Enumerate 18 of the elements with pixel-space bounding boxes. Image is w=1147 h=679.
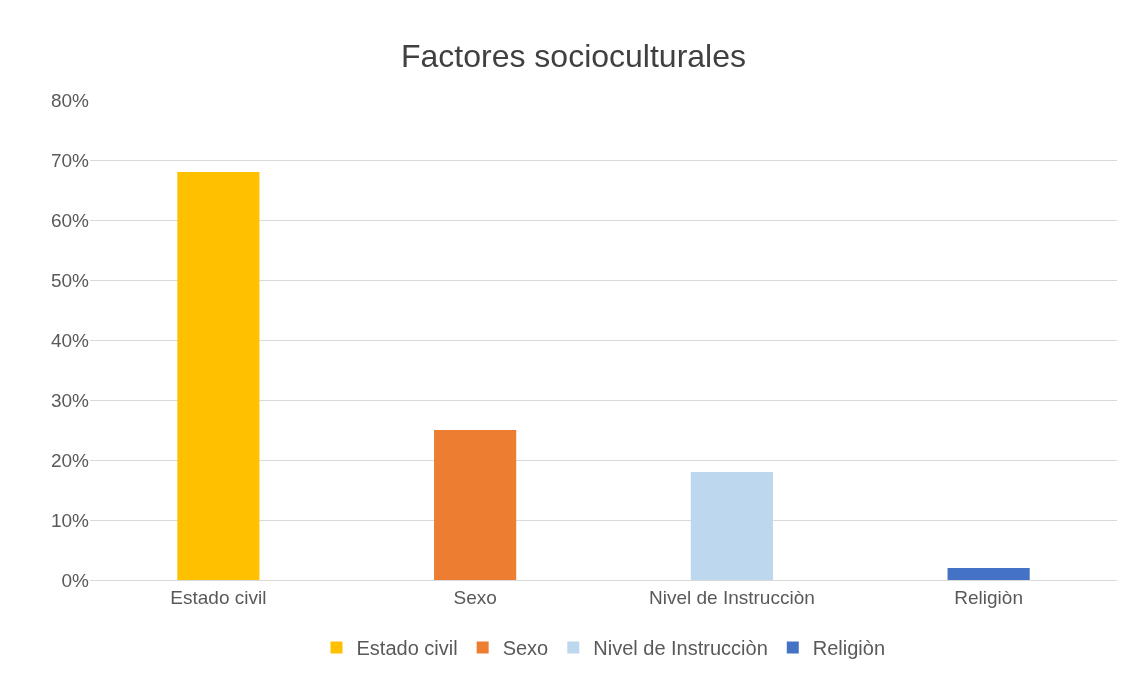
y-tick-label: 30% bbox=[50, 389, 90, 411]
y-tick-label: 60% bbox=[50, 209, 90, 231]
chart-title: Factores socioculturales bbox=[400, 37, 747, 74]
legend-label: Religiòn bbox=[812, 637, 886, 660]
x-tick-label: Religiòn bbox=[954, 586, 1023, 608]
legend-label: Nivel de Instrucciòn bbox=[593, 637, 768, 660]
x-tick-label: Estado civil bbox=[170, 586, 267, 608]
x-tick-label: Nivel de Instrucciòn bbox=[648, 586, 815, 608]
y-tick-label: 20% bbox=[50, 449, 90, 471]
legend-label: Estado civil bbox=[356, 637, 458, 660]
y-tick-label: 0% bbox=[61, 569, 90, 591]
y-tick-label: 50% bbox=[50, 269, 90, 291]
legend-label: Sexo bbox=[502, 637, 549, 660]
y-tick-label: 10% bbox=[50, 509, 90, 531]
x-tick-label: Sexo bbox=[453, 586, 497, 608]
y-tick-label: 70% bbox=[50, 149, 90, 171]
y-tick-label: 80% bbox=[50, 89, 90, 111]
y-tick-label: 40% bbox=[50, 329, 90, 351]
